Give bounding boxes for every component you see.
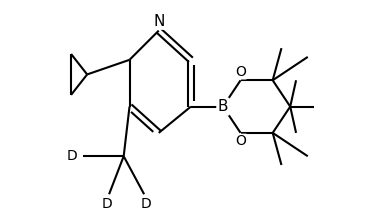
Text: D: D (67, 149, 78, 163)
Text: N: N (153, 14, 164, 29)
Text: B: B (218, 99, 228, 114)
Text: O: O (235, 134, 246, 148)
Text: D: D (101, 197, 112, 211)
Text: O: O (235, 65, 246, 79)
Text: D: D (141, 197, 152, 211)
